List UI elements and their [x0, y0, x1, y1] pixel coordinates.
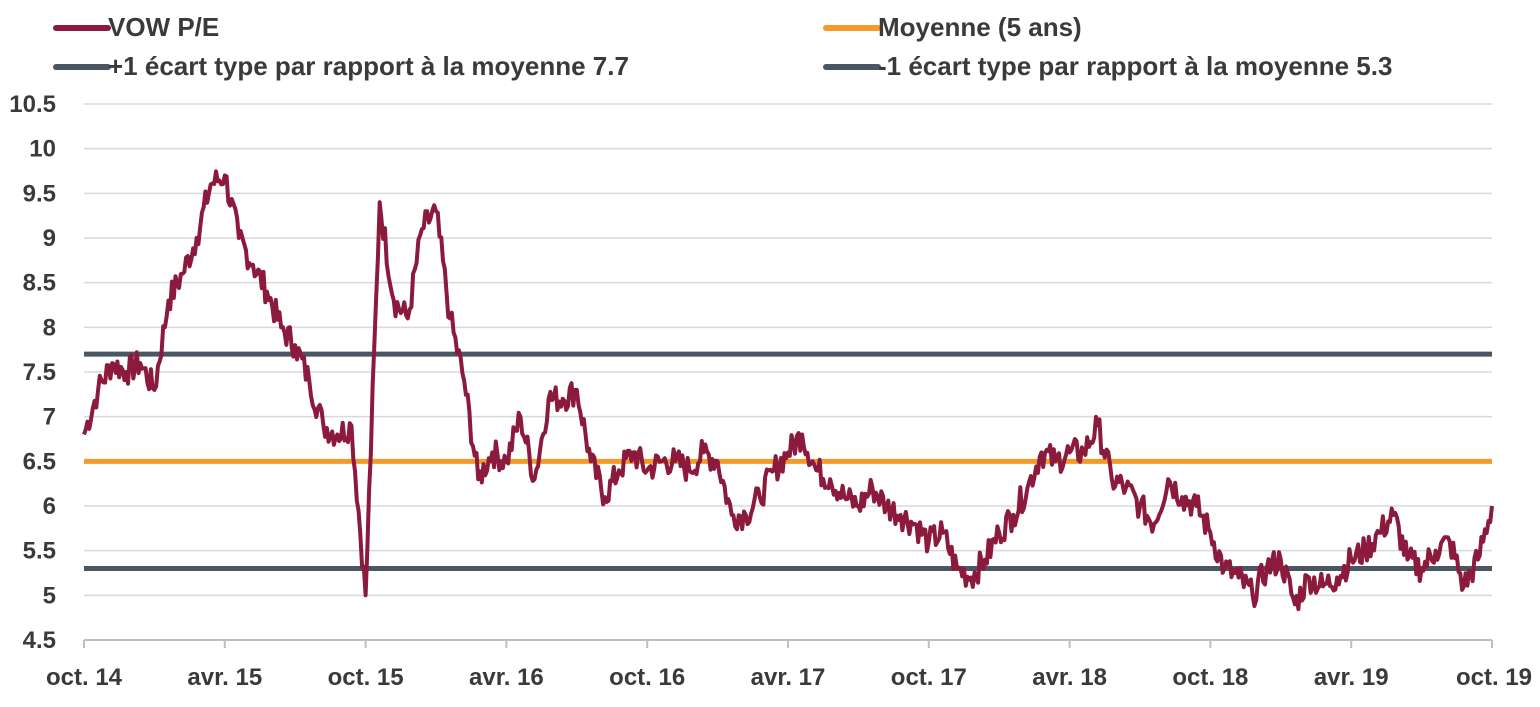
- vow-pe-line: [82, 169, 1494, 612]
- x-axis: oct. 14 avr. 15 oct. 15 avr. 16 oct. 16 avr. …: [46, 639, 1532, 691]
- y-tick-label: 5.5: [23, 538, 56, 565]
- legend-label: +1 écart type par rapport à la moyenne 7…: [108, 51, 629, 81]
- y-tick-label: 10.5: [9, 91, 56, 118]
- x-tick-label: avr. 17: [751, 664, 826, 691]
- y-tick-label: 6: [43, 493, 56, 520]
- legend: VOW P/E Moyenne (5 ans) +1 écart type par …: [53, 12, 1392, 81]
- x-tick-label: oct. 15: [328, 664, 404, 691]
- y-tick-label: 9.5: [23, 180, 56, 207]
- y-tick-label: 9: [43, 225, 56, 252]
- legend-label: Moyenne (5 ans): [878, 12, 1082, 42]
- reference-lines: [84, 351, 1492, 572]
- y-tick-label: 8: [43, 314, 56, 341]
- x-tick-label: oct. 19: [1456, 664, 1532, 691]
- y-tick-label: 5: [43, 582, 56, 609]
- x-tick-label: oct. 17: [891, 664, 967, 691]
- y-axis-ticks: 10.5 10 9.5 9 8.5 8 7.5 7 6.5 6 5.5 5 4.5: [9, 91, 56, 654]
- x-tick-label: avr. 16: [469, 664, 544, 691]
- x-tick-label: oct. 18: [1172, 664, 1248, 691]
- y-tick-label: 4.5: [23, 627, 56, 654]
- y-tick-label: 6.5: [23, 448, 56, 475]
- x-tick-label: avr. 19: [1314, 664, 1389, 691]
- legend-label: VOW P/E: [108, 12, 219, 42]
- x-tick-label: avr. 15: [187, 664, 262, 691]
- x-tick-label: oct. 14: [46, 664, 123, 691]
- x-tick-label: oct. 16: [609, 664, 685, 691]
- legend-label: -1 écart type par rapport à la moyenne 5…: [878, 51, 1392, 81]
- y-tick-label: 7.5: [23, 359, 56, 386]
- series-layer: [82, 169, 1494, 612]
- x-tick-label: avr. 18: [1032, 664, 1107, 691]
- y-tick-label: 7: [43, 404, 56, 431]
- y-tick-label: 10: [29, 136, 56, 163]
- y-tick-label: 8.5: [23, 270, 56, 297]
